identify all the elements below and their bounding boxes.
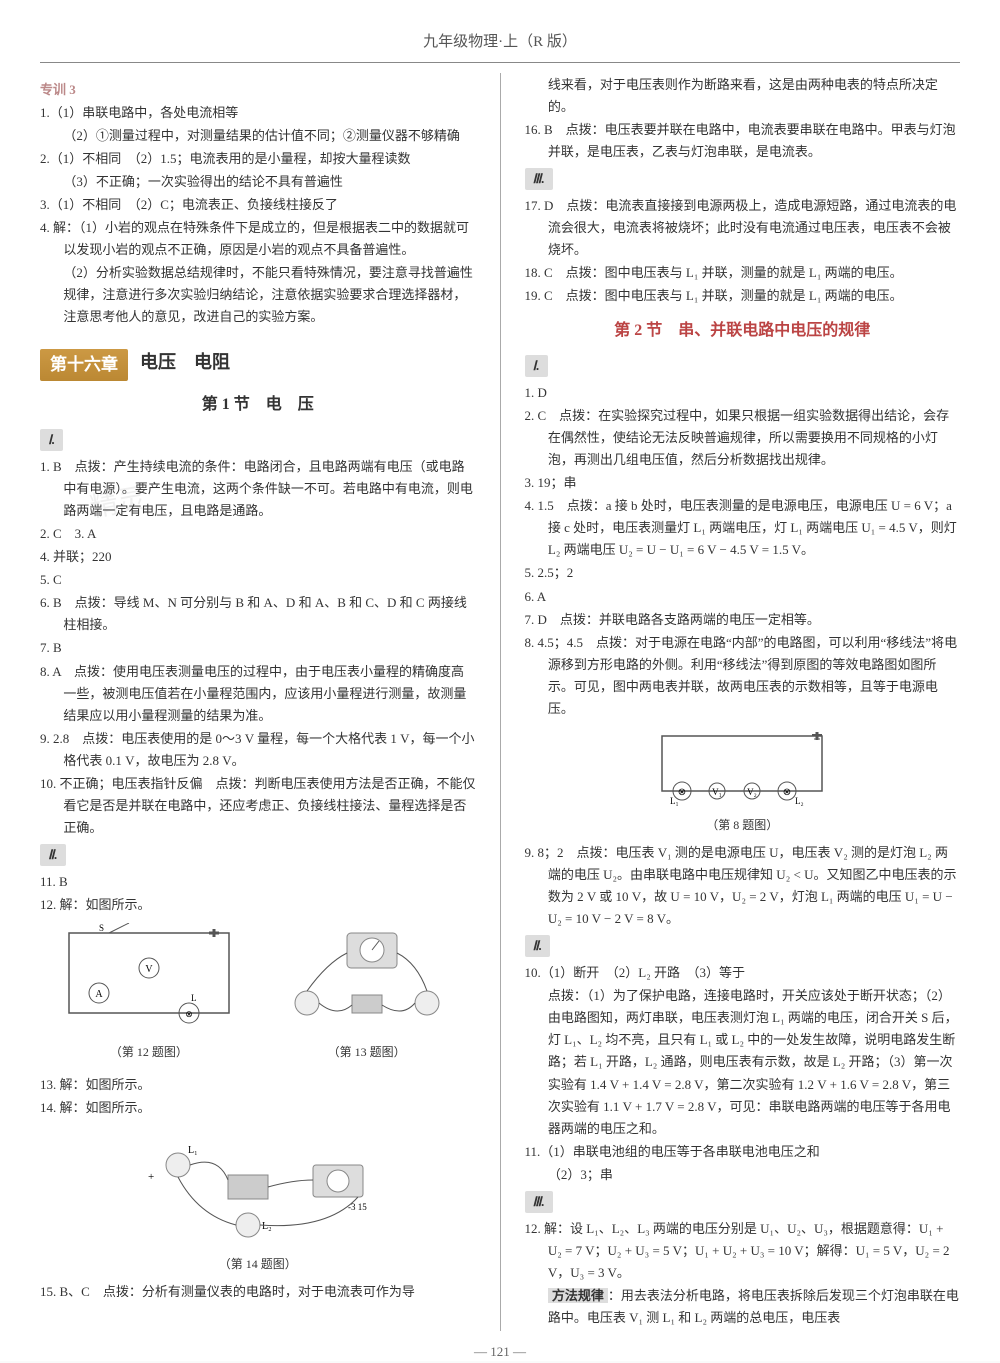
- chapter-heading: 第十六章 电压 电阻: [40, 339, 476, 386]
- page-header: 九年级物理·上（R 版）: [40, 30, 960, 63]
- column-divider: [500, 73, 501, 1331]
- roman-2b: Ⅱ.: [525, 935, 551, 957]
- text-item: 5. C: [40, 569, 476, 591]
- text-item: 1. D: [525, 382, 961, 404]
- text-item: 9. 8；2 点拨：电压表 V₁ 测的是电源电压 U，电压表 V₂ 测的是灯泡 …: [525, 842, 961, 930]
- text-item: 4. 1.5 点拨：a 接 b 处时，电压表测量的是电源电压，电源电压 U = …: [525, 495, 961, 561]
- chapter-title: 电压 电阻: [140, 347, 230, 378]
- text-item: 19. C 点拨：图中电压表与 L₁ 并联，测量的就是 L₁ 两端的电压。: [525, 285, 961, 307]
- text-item: 17. D 点拨：电流表直接接到电源两极上，造成电源短路，通过电流表的电流会很大…: [525, 195, 961, 261]
- section-2-title: 第 2 节 串、并联电路中电压的规律: [525, 317, 961, 344]
- text-item: 1.（1）串联电路中，各处电流相等: [40, 102, 476, 124]
- figure-12: A V ⊗ L S （第 12 题图）: [59, 923, 239, 1068]
- circuit-diagram-icon: ⊗L₁ V₁ V₂ ⊗L₂: [652, 726, 832, 806]
- circuit-photo-icon: [277, 923, 457, 1033]
- circuit-diagram-icon: A V ⊗ L S: [59, 923, 239, 1033]
- text-item: 10.（1）断开 （2）L₂ 开路 （3）等于: [525, 962, 961, 984]
- text-item: （3）不正确；一次实验得出的结论不具有普遍性: [40, 171, 476, 193]
- text-item: （2）①测量过程中，对测量结果的估计值不同；②测量仪器不够精确: [40, 125, 476, 147]
- method-text: ：用去表法分析电路，将电压表拆除后发现三个灯泡串联在电路中。电压表 V₁ 测 L…: [548, 1288, 959, 1325]
- method-line: 方法规律：用去表法分析电路，将电压表拆除后发现三个灯泡串联在电路中。电压表 V₁…: [525, 1285, 961, 1329]
- svg-text:L₁: L₁: [670, 796, 679, 806]
- svg-text:⊗: ⊗: [678, 787, 686, 798]
- chapter-label: 第十六章: [40, 349, 128, 382]
- figure-8-caption: （第 8 题图）: [525, 815, 961, 835]
- text-item: 5. 2.5；2: [525, 562, 961, 584]
- figure-13: （第 13 题图）: [277, 923, 457, 1068]
- zhuanxun-label: 专训 3: [40, 79, 476, 101]
- text-item: 3.（1）不相同 （2）C；电流表正、负接线柱接反了: [40, 194, 476, 216]
- figure-14: L₁ L₂ -3 15 + （第 14 题图）: [40, 1125, 476, 1274]
- left-column: 专训 3 1.（1）串联电路中，各处电流相等 （2）①测量过程中，对测量结果的估…: [40, 73, 476, 1331]
- svg-text:A: A: [95, 989, 103, 1000]
- page-number: — 121 —: [40, 1341, 960, 1363]
- watermark-icon: 精灵: [86, 475, 149, 532]
- svg-text:L₂: L₂: [262, 1221, 272, 1232]
- text-item: （2）3；串: [525, 1164, 961, 1186]
- svg-text:L₁: L₁: [188, 1145, 198, 1156]
- text-item: 4. 并联；220: [40, 546, 476, 568]
- text-item: 2. C 点拨：在实验探究过程中，如果只根据一组实验数据得出结论，会存在偶然性，…: [525, 405, 961, 471]
- svg-text:S: S: [99, 923, 104, 933]
- text-item: 16. B 点拨：电压表要并联在电路中，电流表要串联在电路中。甲表与灯泡并联，是…: [525, 119, 961, 163]
- figure-14-caption: （第 14 题图）: [40, 1254, 476, 1274]
- text-item: 13. 解：如图所示。: [40, 1074, 476, 1096]
- figure-row-12-13: A V ⊗ L S （第 12 题图）: [40, 923, 476, 1068]
- roman-2: Ⅱ.: [40, 844, 66, 866]
- text-item: 6. A: [525, 586, 961, 608]
- roman-3b: Ⅲ.: [525, 1191, 553, 1213]
- text-item: 3. 19；串: [525, 472, 961, 494]
- figure-12-caption: （第 12 题图）: [59, 1042, 239, 1062]
- svg-text:+: +: [148, 1171, 154, 1183]
- text-item: 2.（1）不相同 （2）1.5；电流表用的是小量程，却按大量程读数: [40, 148, 476, 170]
- text-item: 7. B: [40, 637, 476, 659]
- text-item: （2）分析实验数据总结规律时，不能只看特殊情况，要注意寻找普遍性规律，注意进行多…: [40, 262, 476, 328]
- text-item: 11.（1）串联电池组的电压等于各串联电池电压之和: [525, 1141, 961, 1163]
- text-item: 9. 2.8 点拨：电压表使用的是 0～3 V 量程，每一个大格代表 1 V，每…: [40, 728, 476, 772]
- svg-text:V₂: V₂: [747, 787, 757, 797]
- figure-13-caption: （第 13 题图）: [277, 1042, 457, 1062]
- text-item: 12. 解：如图所示。: [40, 894, 476, 916]
- circuit-photo-icon: L₁ L₂ -3 15 +: [128, 1125, 388, 1245]
- roman-1b: Ⅰ.: [525, 355, 548, 377]
- text-item: 8. 4.5；4.5 点拨：对于电源在电路“内部”的电路图，可以利用“移线法”将…: [525, 632, 961, 720]
- roman-3: Ⅲ.: [525, 168, 553, 190]
- text-item: 6. B 点拨：导线 M、N 可分别与 B 和 A、D 和 A、B 和 C、D …: [40, 592, 476, 636]
- text-item: 15. B、C 点拨：分析有测量仪表的电路时，对于电流表可作为导: [40, 1281, 476, 1303]
- svg-text:L: L: [191, 993, 197, 1003]
- text-item: 14. 解：如图所示。: [40, 1097, 476, 1119]
- text-item: 10. 不正确；电压表指针反偏 点拨：判断电压表使用方法是否正确，不能仅看它是否…: [40, 773, 476, 839]
- svg-text:⊗: ⊗: [783, 787, 791, 798]
- right-column: 线来看，对于电压表则作为断路来看，这是由两种电表的特点所决定的。 16. B 点…: [525, 73, 961, 1331]
- svg-text:L₂: L₂: [795, 796, 804, 806]
- text-item: 7. D 点拨：并联电路各支路两端的电压一定相等。: [525, 609, 961, 631]
- page: 九年级物理·上（R 版） 专训 3 1.（1）串联电路中，各处电流相等 （2）①…: [0, 0, 1000, 1361]
- text-item: 点拨：（1）为了保护电路，连接电路时，开关应该处于断开状态；（2）由电路图知，两…: [525, 985, 961, 1140]
- text-item: 线来看，对于电压表则作为断路来看，这是由两种电表的特点所决定的。: [525, 74, 961, 118]
- text-item: 8. A 点拨：使用电压表测量电压的过程中，由于电压表小量程的精确度高一些，被测…: [40, 661, 476, 727]
- svg-text:V₁: V₁: [712, 787, 722, 797]
- figure-8: ⊗L₁ V₁ V₂ ⊗L₂ （第 8 题图）: [525, 726, 961, 835]
- text-item: 4. 解：（1）小岩的观点在特殊条件下是成立的，但是根据表二中的数据就可以发现小…: [40, 217, 476, 261]
- svg-text:⊗: ⊗: [185, 1009, 193, 1019]
- two-column-layout: 专训 3 1.（1）串联电路中，各处电流相等 （2）①测量过程中，对测量结果的估…: [40, 73, 960, 1331]
- text-item: 18. C 点拨：图中电压表与 L₁ 并联，测量的就是 L₁ 两端的电压。: [525, 262, 961, 284]
- text-item: 12. 解：设 L₁、L₂、L₃ 两端的电压分别是 U₁、U₂、U₃，根据题意得…: [525, 1218, 961, 1284]
- text-item: 11. B: [40, 871, 476, 893]
- section-1-title: 第 1 节 电 压: [40, 391, 476, 418]
- svg-text:V: V: [145, 964, 153, 975]
- method-label: 方法规律: [548, 1288, 608, 1303]
- roman-1: Ⅰ.: [40, 429, 63, 451]
